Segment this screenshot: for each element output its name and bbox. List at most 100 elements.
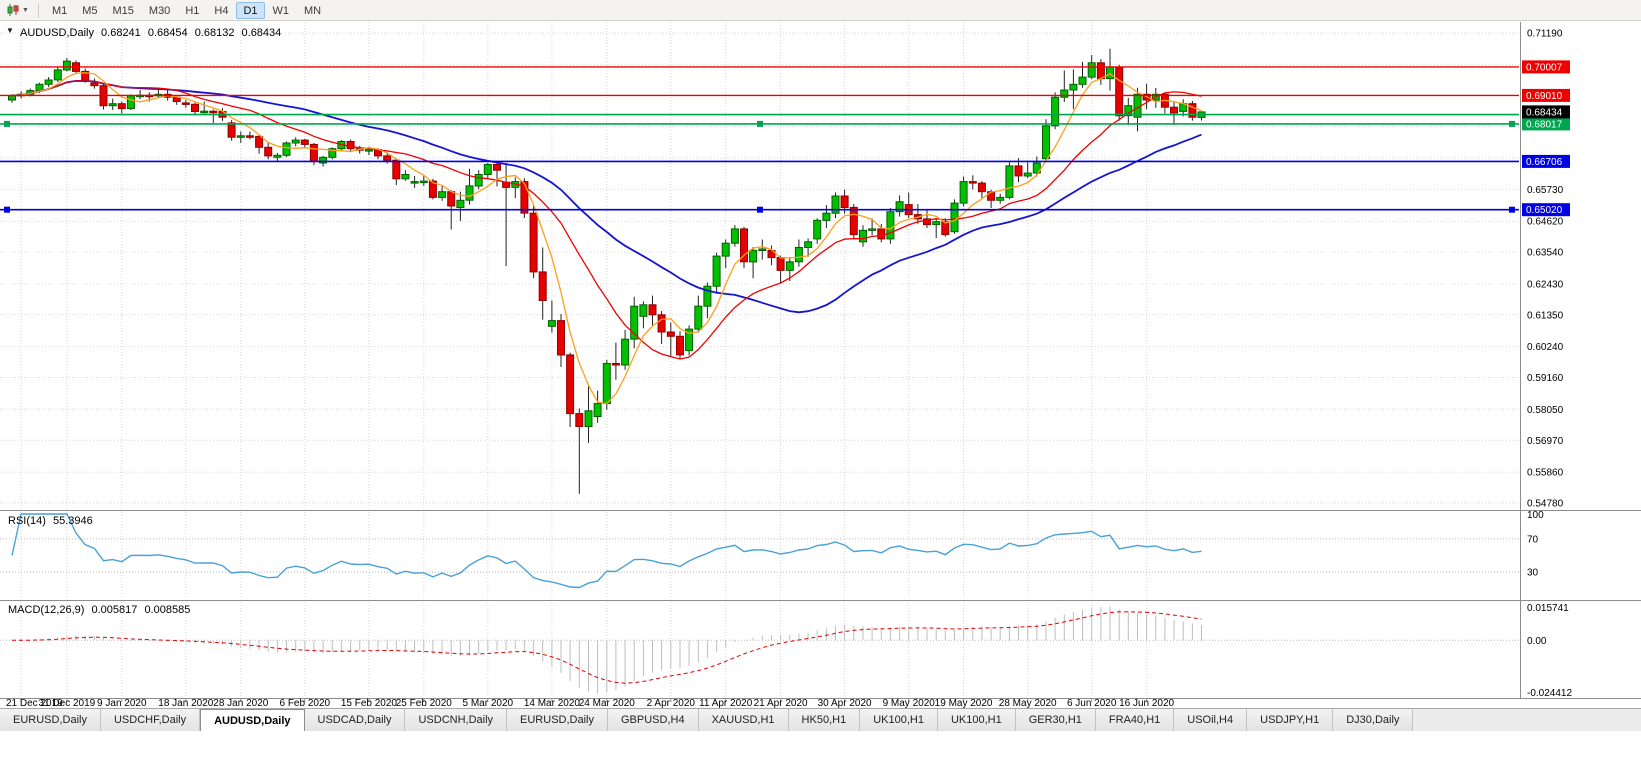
svg-text:0.56970: 0.56970 bbox=[1527, 436, 1564, 447]
timeframe-button-group: M1 M5 M15 M30 H1 H4 D1 W1 MN bbox=[45, 1, 328, 19]
svg-text:21 Dec 2019: 21 Dec 2019 bbox=[6, 698, 63, 708]
svg-text:0.62430: 0.62430 bbox=[1527, 279, 1564, 290]
line-handle bbox=[4, 206, 10, 213]
horizontal-lines-layer bbox=[0, 66, 1519, 213]
chevron-down-icon: ▼ bbox=[22, 6, 29, 14]
svg-text:70: 70 bbox=[1527, 534, 1539, 545]
bottom-tab-GER30-H1[interactable]: GER30,H1 bbox=[1015, 709, 1096, 731]
macd-main-value: 0.005817 bbox=[91, 604, 138, 616]
chart-type-button[interactable]: ▼ bbox=[3, 2, 32, 19]
timeframe-button-M30[interactable]: M30 bbox=[148, 4, 171, 17]
bottom-tab-HK50-H1[interactable]: HK50,H1 bbox=[788, 709, 861, 731]
timeframe-button-H1[interactable]: H1 bbox=[185, 4, 200, 17]
ohlc-close: 0.68434 bbox=[241, 27, 282, 39]
rsi-line bbox=[11, 513, 1202, 589]
svg-text:0.61350: 0.61350 bbox=[1527, 310, 1564, 321]
svg-text:0.70007: 0.70007 bbox=[1526, 62, 1563, 73]
candlestick-chart-icon bbox=[7, 4, 19, 16]
timeframe-button-H4[interactable]: H4 bbox=[214, 4, 229, 17]
line-handle bbox=[1509, 206, 1515, 213]
svg-text:2 Apr 2020: 2 Apr 2020 bbox=[647, 698, 696, 708]
macd-indicator-title: MACD(12,26,9) 0.005817 0.008585 bbox=[8, 604, 194, 616]
bottom-tab-USDJPY-H1[interactable]: USDJPY,H1 bbox=[1247, 709, 1334, 731]
candles-layer bbox=[8, 48, 1206, 494]
bottom-tab-EURUSD-Daily[interactable]: EURUSD,Daily bbox=[0, 709, 101, 731]
svg-text:9 May 2020: 9 May 2020 bbox=[883, 698, 936, 708]
macd-label: MACD(12,26,9) bbox=[8, 604, 85, 616]
timeframe-button-M5[interactable]: M5 bbox=[82, 4, 98, 17]
timeframe-button-MN[interactable]: MN bbox=[304, 4, 322, 17]
svg-text:9 Jan 2020: 9 Jan 2020 bbox=[97, 698, 147, 708]
svg-text:0.54780: 0.54780 bbox=[1527, 499, 1564, 510]
svg-text:6 Jun 2020: 6 Jun 2020 bbox=[1067, 698, 1117, 708]
svg-text:15 Feb 2020: 15 Feb 2020 bbox=[341, 698, 398, 708]
svg-text:5 Mar 2020: 5 Mar 2020 bbox=[463, 698, 514, 708]
bottom-tab-DJ30-Daily[interactable]: DJ30,Daily bbox=[1333, 709, 1414, 731]
rsi-indicator-title: RSI(14) 55.3946 bbox=[8, 515, 97, 527]
line-handle bbox=[4, 120, 10, 127]
toolbar: ▼ M1 M5 M15 M30 H1 H4 D1 W1 MN bbox=[0, 0, 1641, 21]
svg-text:0.00: 0.00 bbox=[1527, 636, 1547, 647]
svg-text:0.015741: 0.015741 bbox=[1527, 603, 1569, 614]
svg-text:0.60240: 0.60240 bbox=[1527, 342, 1564, 353]
svg-text:11 Apr 2020: 11 Apr 2020 bbox=[699, 698, 753, 708]
rsi-value: 55.3946 bbox=[52, 515, 93, 527]
bottom-tab-GBPUSD-H4[interactable]: GBPUSD,H4 bbox=[608, 709, 699, 731]
chart-canvas[interactable]: 0.71190 0.65730 0.64620 0.63540 0.62430 0.613… bbox=[0, 22, 1641, 709]
svg-text:16 Jun 2020: 16 Jun 2020 bbox=[1119, 698, 1174, 708]
svg-text:14 Mar 2020: 14 Mar 2020 bbox=[524, 698, 581, 708]
svg-text:19 May 2020: 19 May 2020 bbox=[935, 698, 993, 708]
svg-text:100: 100 bbox=[1527, 510, 1544, 521]
macd-signal-value: 0.008585 bbox=[144, 604, 191, 616]
price-axis: 0.71190 0.65730 0.64620 0.63540 0.62430 0.613… bbox=[1522, 29, 1572, 699]
svg-text:30: 30 bbox=[1527, 568, 1539, 579]
line-handle bbox=[757, 206, 763, 213]
line-handle bbox=[1509, 120, 1515, 127]
svg-text:30 Apr 2020: 30 Apr 2020 bbox=[818, 698, 872, 708]
timeframe-button-D1[interactable]: D1 bbox=[236, 1, 265, 19]
window-bottom-area bbox=[0, 731, 1641, 766]
toolbar-separator bbox=[37, 2, 39, 18]
bottom-tab-UK100-H1[interactable]: UK100,H1 bbox=[860, 709, 938, 731]
chart-window[interactable]: 0.71190 0.65730 0.64620 0.63540 0.62430 0.613… bbox=[0, 22, 1641, 709]
ma-medium bbox=[11, 80, 1202, 360]
macd-signal-line bbox=[12, 611, 1202, 684]
svg-text:0.59160: 0.59160 bbox=[1527, 373, 1564, 384]
bottom-tab-USDCAD-Daily[interactable]: USDCAD,Daily bbox=[304, 709, 406, 731]
rsi-label: RSI(14) bbox=[8, 515, 46, 527]
svg-text:0.64620: 0.64620 bbox=[1527, 217, 1564, 228]
bottom-tab-UK100-H1[interactable]: UK100,H1 bbox=[937, 709, 1016, 731]
svg-text:0.66706: 0.66706 bbox=[1526, 157, 1563, 168]
bottom-tab-USDCHF-Daily[interactable]: USDCHF,Daily bbox=[100, 709, 201, 731]
one-click-trading-icon[interactable]: ▼ bbox=[6, 26, 14, 35]
chart-symbol: AUDUSD,Daily bbox=[20, 27, 94, 39]
svg-text:0.58050: 0.58050 bbox=[1527, 405, 1564, 416]
line-handle bbox=[757, 120, 763, 127]
timeframe-button-W1[interactable]: W1 bbox=[272, 4, 290, 17]
chart-tab-bar: EURUSD,Daily USDCHF,Daily AUDUSD,Daily USDC… bbox=[0, 708, 1641, 731]
timeframe-button-M1[interactable]: M1 bbox=[51, 4, 68, 17]
bottom-tab-XAUUSD-H1[interactable]: XAUUSD,H1 bbox=[698, 709, 789, 731]
bottom-tab-USDCNH-Daily[interactable]: USDCNH,Daily bbox=[405, 709, 508, 731]
svg-text:0.63540: 0.63540 bbox=[1527, 248, 1564, 259]
bottom-tab-FRA40-H1[interactable]: FRA40,H1 bbox=[1095, 709, 1175, 731]
ma-slow bbox=[11, 79, 1202, 314]
bottom-tab-EURUSD-Daily[interactable]: EURUSD,Daily bbox=[507, 709, 608, 731]
pane-separators bbox=[0, 22, 1641, 699]
svg-text:6 Feb 2020: 6 Feb 2020 bbox=[279, 698, 330, 708]
timeframe-button-M15[interactable]: M15 bbox=[112, 4, 134, 17]
bottom-tab-USOil-H4[interactable]: USOil,H4 bbox=[1174, 709, 1248, 731]
svg-text:21 Apr 2020: 21 Apr 2020 bbox=[754, 698, 808, 708]
ohlc-high: 0.68454 bbox=[147, 27, 188, 39]
svg-text:18 Jan 2020: 18 Jan 2020 bbox=[158, 698, 213, 708]
ohlc-low: 0.68132 bbox=[194, 27, 235, 39]
svg-text:0.69010: 0.69010 bbox=[1526, 91, 1563, 102]
svg-text:0.71190: 0.71190 bbox=[1527, 29, 1563, 40]
svg-text:28 May 2020: 28 May 2020 bbox=[999, 698, 1057, 708]
svg-text:31 Dec 2019: 31 Dec 2019 bbox=[39, 698, 96, 708]
svg-text:28 Jan 2020: 28 Jan 2020 bbox=[213, 698, 268, 708]
svg-text:25 Feb 2020: 25 Feb 2020 bbox=[396, 698, 453, 708]
bottom-tab-AUDUSD-Daily[interactable]: AUDUSD,Daily bbox=[200, 709, 305, 731]
